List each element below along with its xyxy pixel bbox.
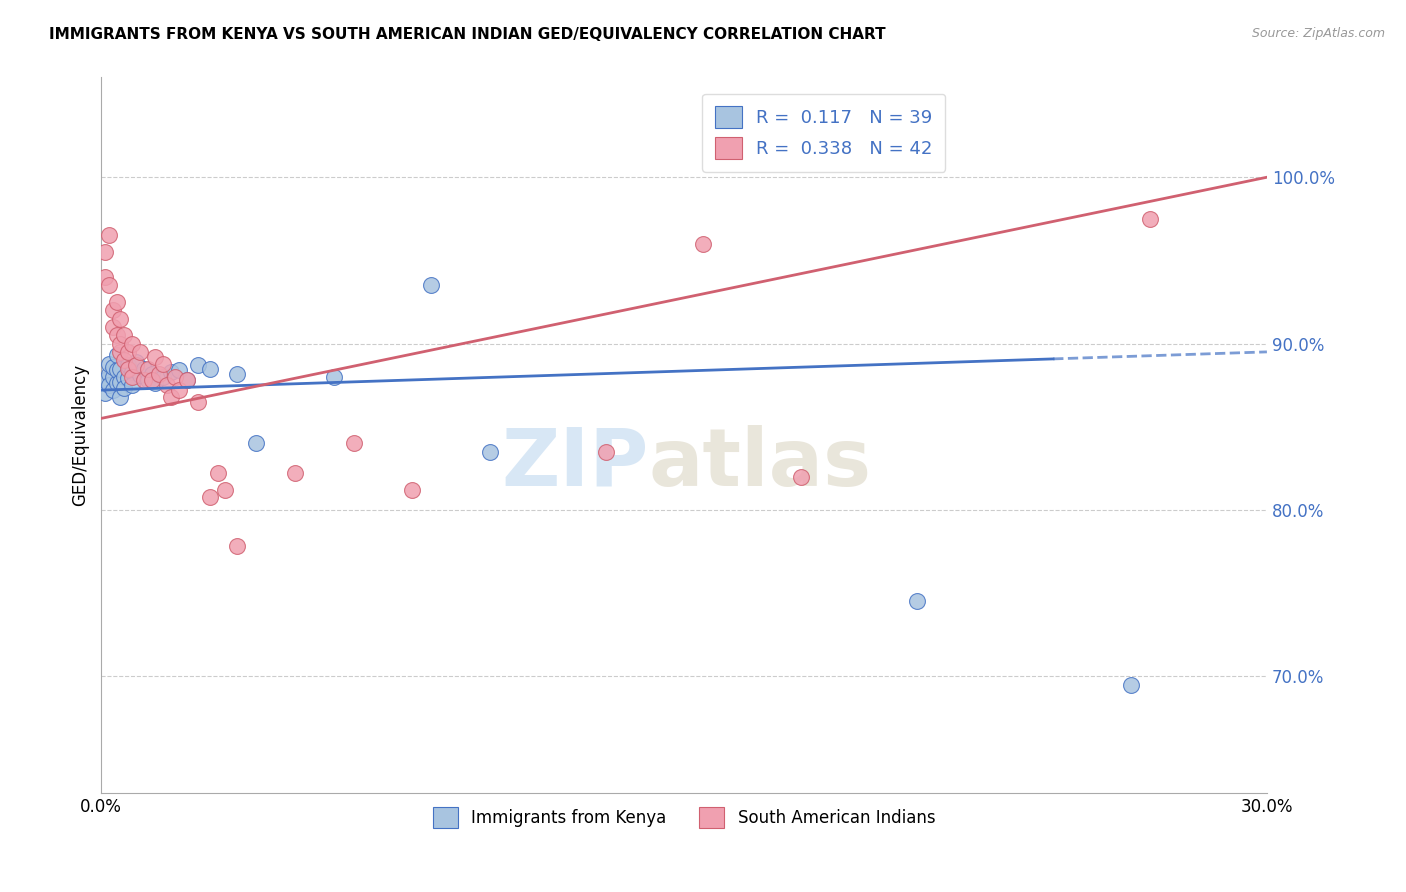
- Point: [245, 436, 267, 450]
- Point: [176, 373, 198, 387]
- Point: [152, 357, 174, 371]
- Point: [97, 378, 120, 392]
- Point: [420, 278, 443, 293]
- Point: [97, 228, 120, 243]
- Point: [148, 367, 170, 381]
- Point: [117, 371, 139, 385]
- Point: [401, 483, 423, 497]
- Point: [141, 367, 163, 381]
- Point: [226, 540, 249, 554]
- Point: [284, 467, 307, 481]
- Point: [94, 386, 117, 401]
- Point: [112, 353, 135, 368]
- Point: [160, 365, 183, 379]
- Point: [343, 436, 366, 450]
- Point: [121, 336, 143, 351]
- Point: [595, 444, 617, 458]
- Point: [101, 369, 124, 384]
- Point: [112, 382, 135, 396]
- Point: [478, 444, 501, 458]
- Point: [112, 369, 135, 384]
- Point: [117, 344, 139, 359]
- Text: atlas: atlas: [650, 425, 872, 503]
- Point: [112, 328, 135, 343]
- Point: [129, 368, 152, 383]
- Point: [187, 394, 209, 409]
- Point: [105, 328, 128, 343]
- Point: [110, 375, 132, 389]
- Point: [110, 336, 132, 351]
- Point: [167, 383, 190, 397]
- Point: [97, 367, 120, 381]
- Point: [136, 373, 159, 387]
- Y-axis label: GED/Equivalency: GED/Equivalency: [72, 364, 89, 506]
- Point: [105, 376, 128, 391]
- Point: [163, 369, 186, 384]
- Point: [226, 367, 249, 381]
- Point: [145, 376, 167, 391]
- Text: Source: ZipAtlas.com: Source: ZipAtlas.com: [1251, 27, 1385, 40]
- Point: [97, 278, 120, 293]
- Point: [1119, 677, 1142, 691]
- Legend: Immigrants from Kenya, South American Indians: Immigrants from Kenya, South American In…: [426, 801, 942, 834]
- Point: [156, 378, 179, 392]
- Point: [110, 311, 132, 326]
- Point: [176, 373, 198, 387]
- Point: [110, 390, 132, 404]
- Point: [125, 355, 148, 369]
- Point: [121, 378, 143, 392]
- Point: [132, 361, 155, 376]
- Point: [207, 467, 229, 481]
- Point: [117, 361, 139, 376]
- Point: [105, 348, 128, 362]
- Point: [94, 373, 117, 387]
- Point: [101, 383, 124, 397]
- Point: [198, 490, 221, 504]
- Point: [105, 295, 128, 310]
- Point: [136, 361, 159, 376]
- Point: [129, 344, 152, 359]
- Text: IMMIGRANTS FROM KENYA VS SOUTH AMERICAN INDIAN GED/EQUIVALENCY CORRELATION CHART: IMMIGRANTS FROM KENYA VS SOUTH AMERICAN …: [49, 27, 886, 42]
- Point: [214, 483, 236, 497]
- Point: [110, 344, 132, 359]
- Point: [160, 390, 183, 404]
- Point: [94, 270, 117, 285]
- Point: [692, 236, 714, 251]
- Point: [121, 369, 143, 384]
- Point: [101, 320, 124, 334]
- Point: [167, 363, 190, 377]
- Point: [1139, 211, 1161, 226]
- Point: [789, 469, 811, 483]
- Text: ZIP: ZIP: [502, 425, 650, 503]
- Point: [145, 350, 167, 364]
- Point: [101, 359, 124, 374]
- Point: [152, 369, 174, 384]
- Point: [94, 245, 117, 260]
- Point: [117, 358, 139, 372]
- Point: [187, 358, 209, 372]
- Point: [125, 358, 148, 372]
- Point: [198, 361, 221, 376]
- Point: [141, 373, 163, 387]
- Point: [101, 303, 124, 318]
- Point: [132, 373, 155, 387]
- Point: [110, 361, 132, 376]
- Point: [121, 365, 143, 379]
- Point: [97, 357, 120, 371]
- Point: [105, 363, 128, 377]
- Point: [905, 594, 928, 608]
- Point: [323, 369, 346, 384]
